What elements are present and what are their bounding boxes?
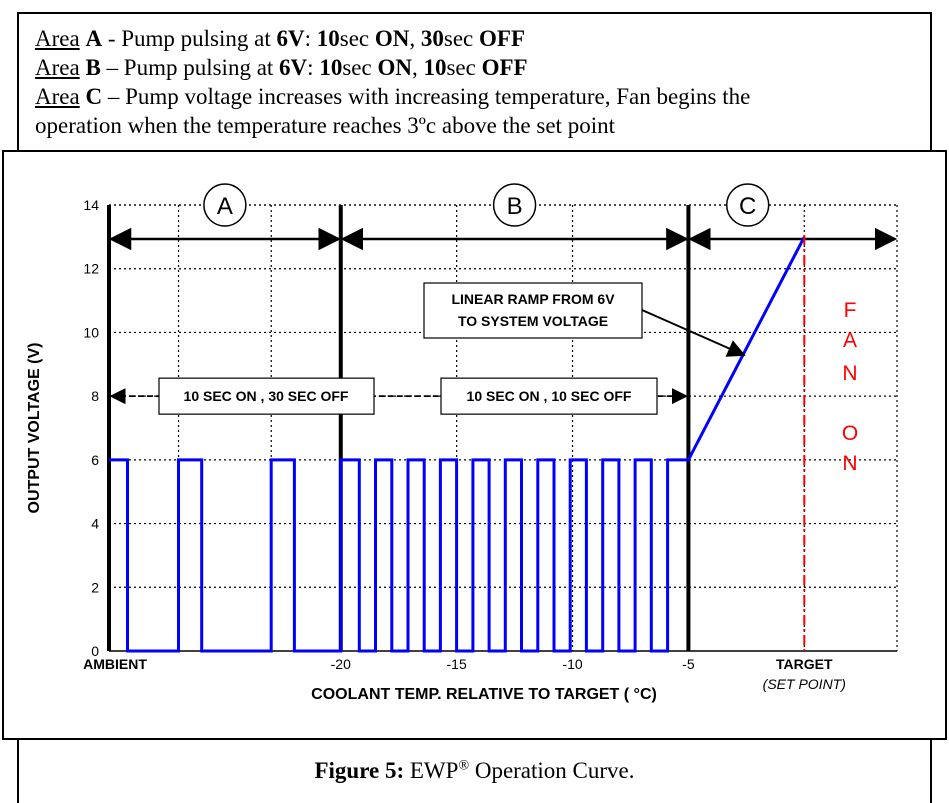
region-label: C [739,193,756,220]
region-label-circle [203,183,247,227]
area-b-text: 10 SEC ON , 10 SEC OFF [467,388,632,404]
operation-curve-chart: 0 2 4 6 8 10 12 14 AMBIENT -20 -15 -10 -5 TARGET (SET … [26,183,898,703]
region-label-circle [725,183,770,227]
caption-brand: EWP [404,758,459,783]
series [109,236,806,653]
legend-text: – Pump voltage increases with increasing… [102,84,751,109]
off-word: OFF [481,55,528,80]
area-letter: A [85,26,103,51]
y-tick-label: 10 [83,324,99,340]
set-point-label: (SET POINT) [763,676,846,692]
ramp-pointer-arrow [641,309,746,357]
pump-voltage-line [109,236,806,653]
legend-text: : [307,55,320,80]
region-label: B [507,193,523,220]
x-axis-title: COOLANT TEMP. RELATIVE TO TARGET ( °C) [311,686,657,703]
y-tick-label: 2 [91,579,99,595]
y-tick-label: 14 [83,197,99,213]
on-unit: sec [342,55,378,80]
area-letter: C [85,84,103,109]
legend-text: , [411,55,424,80]
axes: 0 2 4 6 8 10 12 14 AMBIENT -20 -15 -10 -5 TARGET (SET … [26,197,897,703]
registered-mark: ® [458,758,470,774]
off-number: 30 [420,26,444,51]
x-tick-label: -5 [682,656,695,672]
ramp-text-line2: TO SYSTEM VOLTAGE [458,313,608,329]
on-unit: sec [339,26,375,51]
regions: A B C [107,183,898,651]
region-label: A [217,193,233,220]
chart-box: 0 2 4 6 8 10 12 14 AMBIENT -20 -15 -10 -5 TARGET (SET … [2,150,947,740]
fan-on-letter: N [842,452,857,475]
fan-on-letter: F [844,299,857,322]
off-number: 10 [423,55,447,80]
y-tick-label: 0 [91,643,99,659]
on-word: ON [377,55,412,80]
legend-line-a: Area A - Pump pulsing at 6V: 10sec ON, 3… [35,24,930,53]
off-unit: sec [446,55,482,80]
ramp-box [423,282,643,339]
y-tick-label: 8 [91,388,99,404]
caption-label: Figure 5: [314,758,405,783]
volt-value: 6V [276,26,305,51]
area-a-text: 10 SEC ON , 30 SEC OFF [184,388,349,404]
fan-on-letter: A [843,329,857,352]
y-tick-label: 12 [83,261,99,277]
caption-text: Operation Curve. [469,758,635,783]
legend-text: – Pump pulsing at [100,55,280,80]
legend-line-c: Area C – Pump voltage increases with inc… [35,82,930,111]
x-tick-label: -10 [562,656,582,672]
legend-text: operation when the temperature reaches 3… [35,113,615,138]
legend-text: , [409,26,421,51]
region-label-circle [492,183,537,227]
off-unit: sec [443,26,479,51]
y-tick-label: 4 [91,516,99,532]
area-word: Area [35,26,80,51]
fan-on-letter: O [842,422,858,445]
area-word: Area [35,55,80,80]
legend-box: Area A - Pump pulsing at 6V: 10sec ON, 3… [17,12,932,150]
fan-on-letter: N [842,362,857,385]
area-a-box [158,377,375,415]
legend-line-c2: operation when the temperature reaches 3… [35,111,930,140]
on-word: ON [374,26,410,51]
x-tick-label: -15 [447,656,467,672]
area-b-box [440,377,658,415]
legend-text: - Pump pulsing at [102,26,277,51]
y-axis-title: OUTPUT VOLTAGE (V) [26,343,43,514]
x-tick-label: AMBIENT [83,656,147,672]
area-word: Area [35,84,80,109]
figure-caption: Figure 5: EWP® Operation Curve. [17,740,932,803]
legend-text: : [304,26,317,51]
volt-value: 6V [279,55,308,80]
legend-line-b: Area B – Pump pulsing at 6V: 10sec ON, 1… [35,53,930,82]
area-letter: B [85,55,101,80]
on-number: 10 [316,26,340,51]
ramp-text-line1: LINEAR RAMP FROM 6V [451,291,615,307]
grid [109,204,898,651]
x-tick-label: -20 [331,656,351,672]
annotations: 10 SEC ON , 30 SEC OFF 10 SEC ON , 10 SEC… [109,235,858,651]
off-word: OFF [479,26,525,51]
on-number: 10 [319,55,343,80]
x-tick-label: TARGET [776,656,833,672]
y-tick-label: 6 [91,452,99,468]
